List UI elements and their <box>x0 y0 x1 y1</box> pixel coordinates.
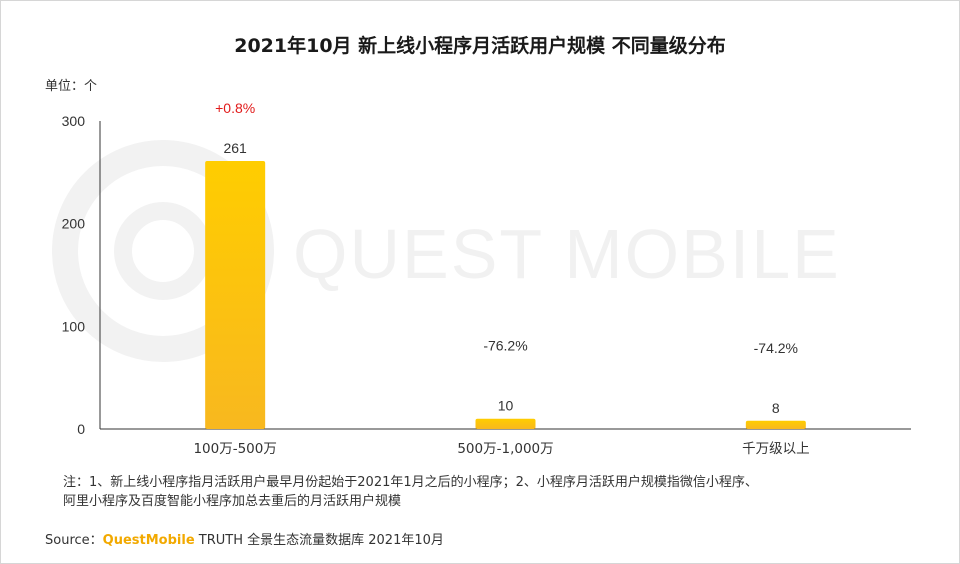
bar-value-label: 8 <box>772 400 780 416</box>
bar <box>475 418 536 429</box>
bar-value-label: 261 <box>223 140 247 156</box>
y-tick-label: 200 <box>62 216 86 232</box>
y-tick-label: 300 <box>62 113 86 129</box>
change-label: +0.8% <box>215 100 255 116</box>
unit-label: 单位：个 <box>45 79 98 94</box>
change-label: -74.2% <box>754 340 798 356</box>
source-suffix: TRUTH 全景生态流量数据库 2021年10月 <box>198 533 444 548</box>
y-tick-label: 0 <box>77 421 85 437</box>
bar <box>205 161 266 430</box>
bar-value-label: 10 <box>498 398 514 414</box>
change-label: -76.2% <box>483 338 527 354</box>
footnote-line-2: 阿里小程序及百度智能小程序加总去重后的月活跃用户规模 <box>63 494 402 509</box>
x-tick-label: 千万级以上 <box>742 441 810 457</box>
x-tick-label: 500万-1,000万 <box>457 441 553 457</box>
chart-title: 2021年10月 新上线小程序月活跃用户规模 不同量级分布 <box>234 35 726 57</box>
x-tick-label: 100万-500万 <box>193 441 276 457</box>
footnote: 注：1、新上线小程序指月活跃用户最早月份起始于2021年1月之后的小程序；2、小… <box>63 473 923 511</box>
source-prefix: Source： <box>45 533 103 548</box>
source-line: Source：QuestMobile TRUTH 全景生态流量数据库 2021年… <box>45 529 444 548</box>
source-brand: QuestMobile <box>102 533 195 548</box>
y-tick-label: 100 <box>62 318 86 334</box>
bar <box>745 420 806 429</box>
footnote-line-1: 注：1、新上线小程序指月活跃用户最早月份起始于2021年1月之后的小程序；2、小… <box>63 475 758 490</box>
